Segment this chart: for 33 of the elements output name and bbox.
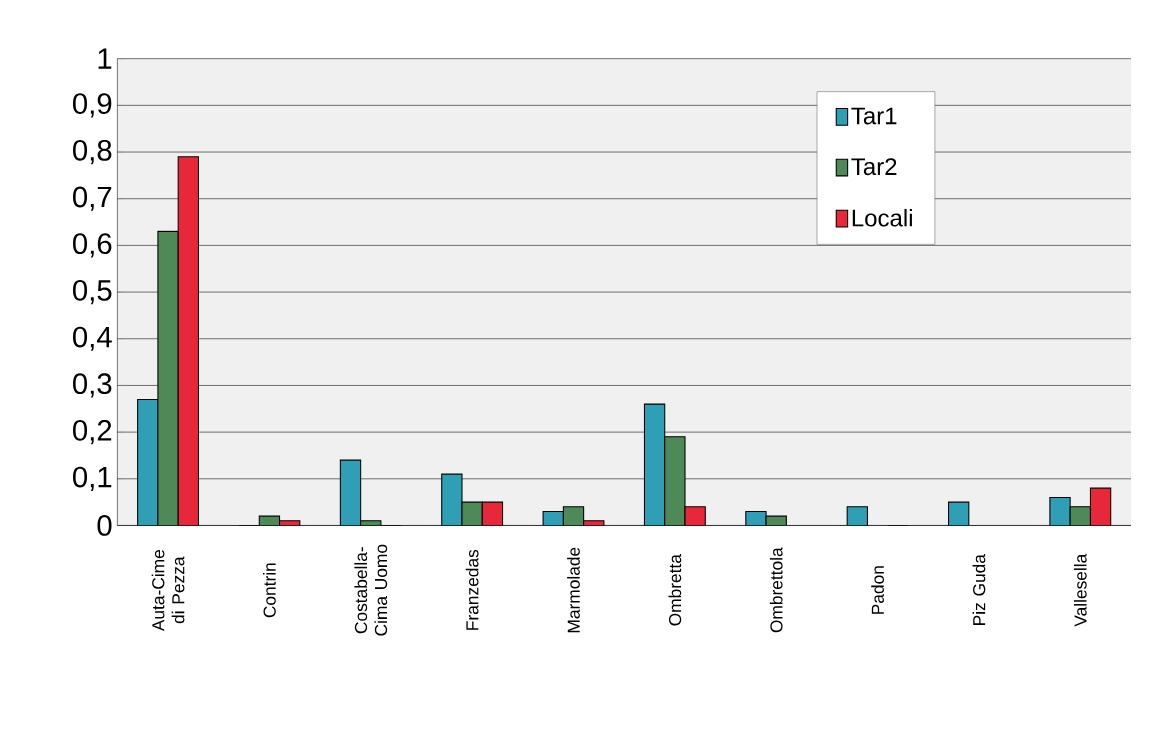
y-tick-label: 0,3 — [73, 373, 112, 398]
x-tick-label: Piz Guda — [972, 554, 986, 625]
bar — [339, 459, 362, 526]
x-tick-label: Padon — [871, 566, 884, 614]
y-tick-label: 0,8 — [73, 139, 112, 165]
bar — [177, 156, 199, 526]
bar — [1089, 487, 1112, 526]
x-tick-label: Vallesella — [1073, 553, 1087, 627]
x-tick-label: Auta-Cime di Pezza — [151, 550, 185, 632]
y-tick-label: 0,9 — [73, 93, 112, 118]
bar — [1049, 496, 1071, 526]
bar — [643, 403, 666, 526]
y-tick-label: 0,6 — [73, 233, 112, 258]
x-tick-label: Marmolade — [567, 547, 580, 633]
y-tick-label: 0 — [97, 515, 112, 536]
bar — [684, 506, 706, 526]
y-tick-label: 1 — [98, 48, 112, 69]
bar — [846, 506, 868, 526]
y-tick-label: 0,4 — [73, 326, 112, 351]
y-tick-label: 0,2 — [73, 420, 112, 445]
bar — [441, 473, 463, 526]
y-tick-label: 0,1 — [73, 466, 112, 491]
x-tick-label: Contrin — [263, 563, 276, 618]
x-tick-label: Costabella-Cima Uomo — [354, 544, 388, 636]
y-tick-label: 0,5 — [73, 280, 112, 305]
y-tick-label: 0,7 — [73, 186, 112, 211]
x-tick-label: Franzedas — [465, 549, 479, 630]
bar — [137, 398, 159, 526]
legend-label: Tar2 — [851, 158, 897, 176]
x-tick-label: Ombrettola — [769, 547, 783, 633]
legend-label: Locali — [852, 208, 912, 227]
x-tick-label: Ombretta — [668, 554, 682, 626]
legend-label: Tar1 — [851, 107, 897, 125]
